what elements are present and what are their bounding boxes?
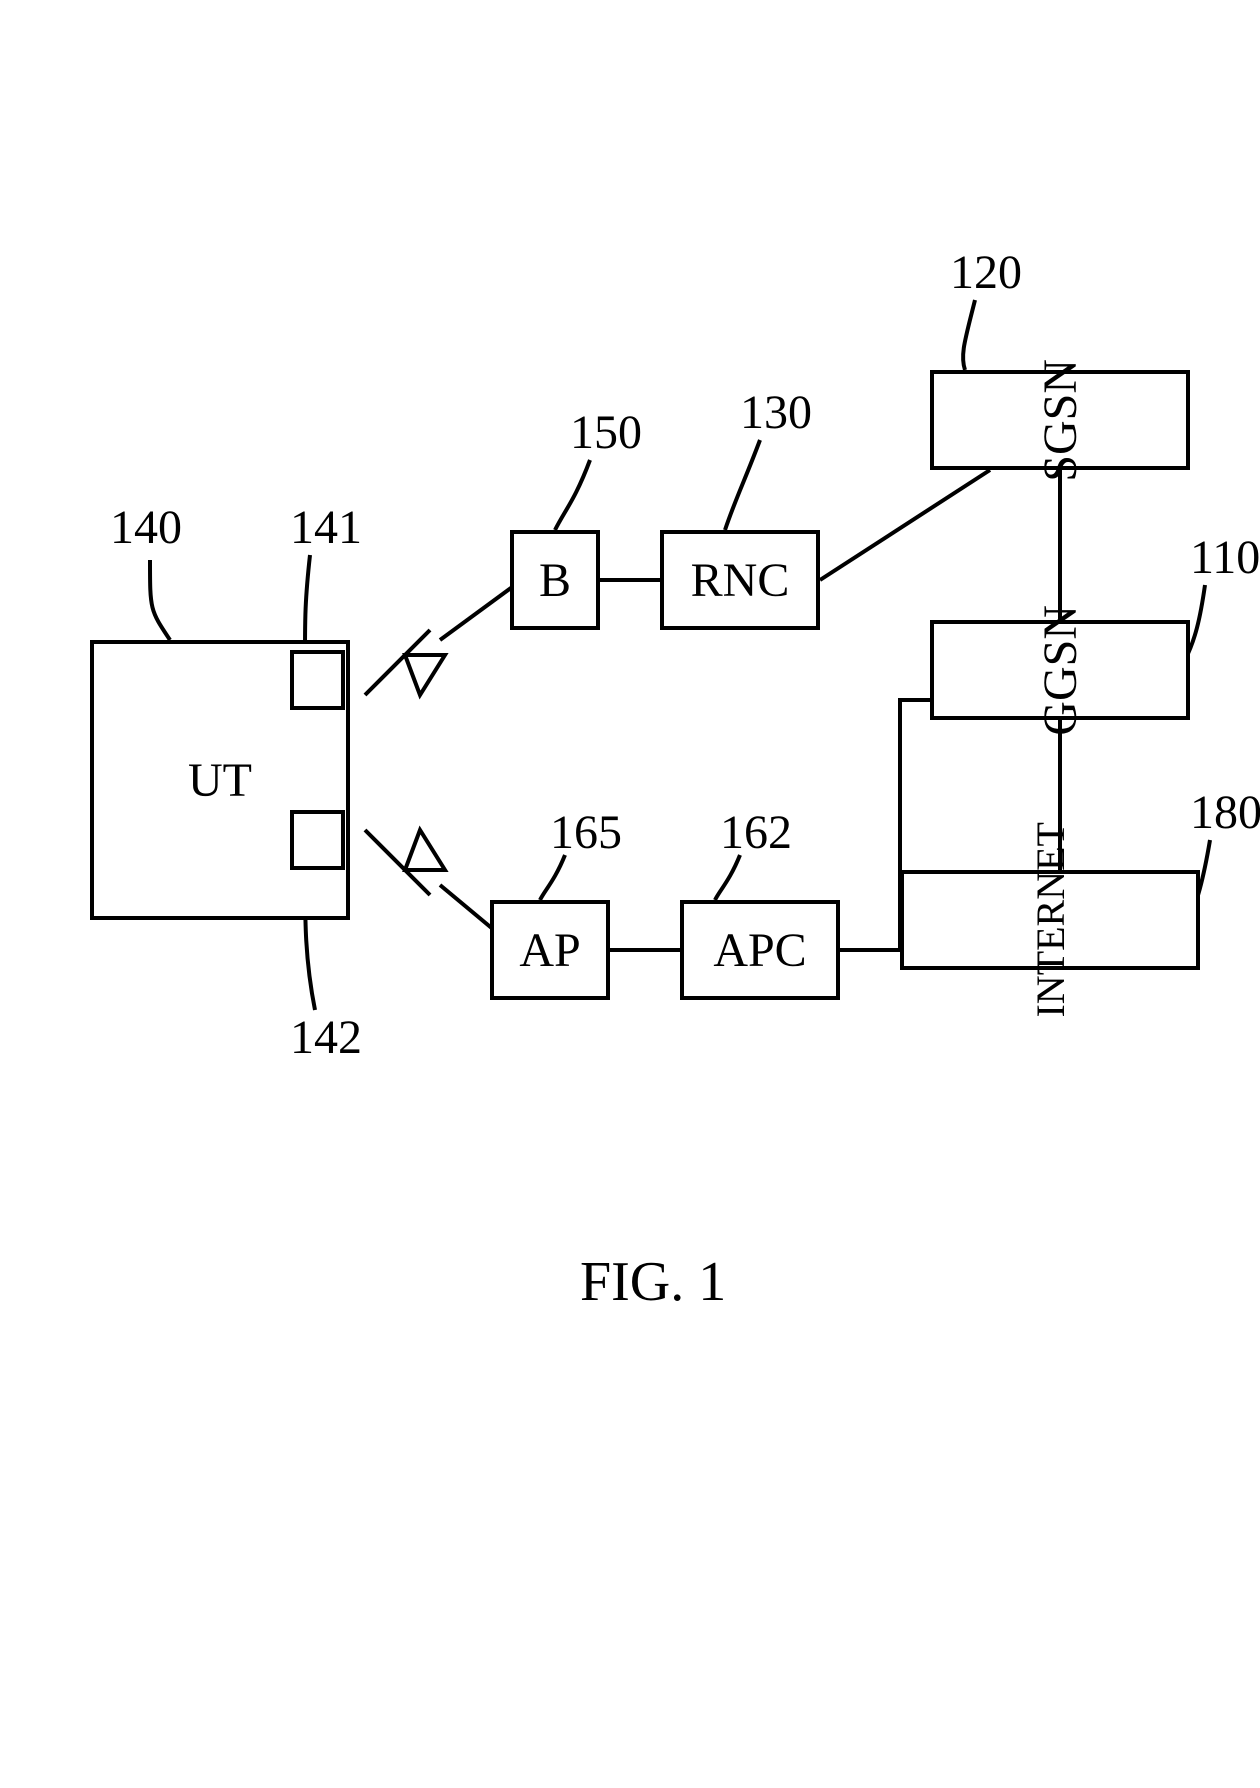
sgsn-node: SGSN (930, 370, 1190, 470)
b-label: B (539, 553, 571, 608)
ut-label: UT (188, 753, 252, 808)
ref-150: 150 (570, 405, 642, 460)
internet-label: INTERNET (1027, 822, 1074, 1018)
ap-label: AP (519, 923, 580, 978)
rnc-node: RNC (660, 530, 820, 630)
ref-130: 130 (740, 385, 812, 440)
figure-label: FIG. 1 (580, 1250, 726, 1314)
ref-110: 110 (1190, 530, 1260, 585)
apc-label: APC (713, 923, 806, 978)
ref-165: 165 (550, 805, 622, 860)
rnc-label: RNC (691, 553, 790, 608)
ut-port-2 (290, 810, 345, 870)
internet-node: INTERNET (900, 870, 1200, 970)
ref-140: 140 (110, 500, 182, 555)
ref-162: 162 (720, 805, 792, 860)
ref-180: 180 (1190, 785, 1260, 840)
ref-142: 142 (290, 1010, 362, 1065)
b-node: B (510, 530, 600, 630)
ap-node: AP (490, 900, 610, 1000)
ut-port-1 (290, 650, 345, 710)
ref-141: 141 (290, 500, 362, 555)
apc-node: APC (680, 900, 840, 1000)
ggsn-label: GGSN (1033, 605, 1088, 736)
ggsn-node: GGSN (930, 620, 1190, 720)
sgsn-label: SGSN (1033, 359, 1088, 482)
ref-120: 120 (950, 245, 1022, 300)
